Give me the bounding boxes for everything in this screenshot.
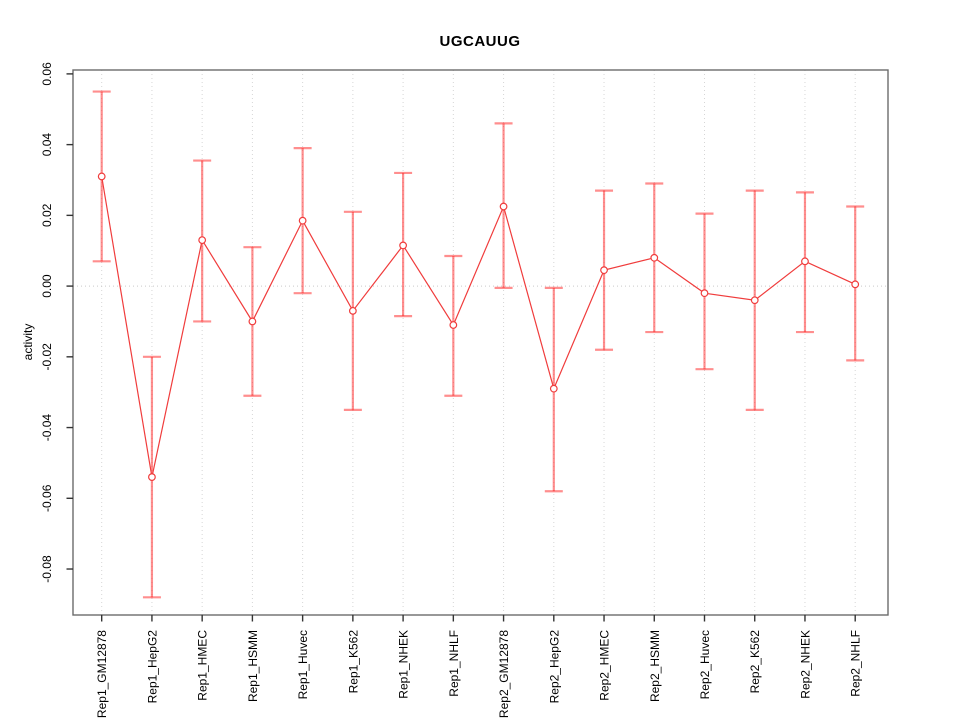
x-tick-label: Rep1_Huvec bbox=[296, 630, 310, 699]
x-tick-label: Rep2_HMEC bbox=[598, 630, 612, 701]
x-tick-label: Rep1_HepG2 bbox=[145, 630, 159, 704]
data-point bbox=[198, 236, 207, 245]
data-point bbox=[298, 216, 307, 225]
x-tick-label: Rep1_NHLF bbox=[447, 630, 461, 697]
data-point bbox=[449, 321, 458, 329]
data-point bbox=[499, 202, 508, 211]
data-point bbox=[148, 473, 156, 481]
y-tick-label: -0.06 bbox=[40, 484, 54, 512]
plot-box bbox=[72, 69, 889, 616]
x-tick-label: Rep1_K562 bbox=[346, 630, 360, 694]
data-point bbox=[801, 257, 809, 266]
y-tick-label: 0.06 bbox=[40, 62, 54, 86]
y-tick-label: -0.04 bbox=[40, 414, 54, 442]
x-tick-label: Rep1_HSMM bbox=[246, 630, 260, 702]
series-line bbox=[101, 176, 856, 478]
x-tick-label: Rep1_NHEK bbox=[397, 630, 411, 699]
data-point bbox=[248, 317, 257, 326]
x-tick-label: Rep2_NHEK bbox=[798, 630, 812, 699]
chart-title: UGCAUUG bbox=[439, 33, 521, 50]
data-point bbox=[650, 253, 659, 262]
y-tick-label: -0.08 bbox=[40, 555, 54, 583]
x-tick-label: Rep2_GM12878 bbox=[497, 630, 511, 718]
x-tick-label: Rep2_K562 bbox=[748, 630, 762, 694]
y-tick-label: 0.02 bbox=[40, 203, 54, 227]
x-tick-label: Rep2_HepG2 bbox=[547, 630, 561, 704]
data-point bbox=[348, 306, 357, 315]
x-tick-label: Rep2_NHLF bbox=[849, 630, 863, 697]
y-tick-label: 0.00 bbox=[40, 274, 54, 298]
x-tick-label: Rep1_HMEC bbox=[196, 630, 210, 701]
data-point bbox=[399, 241, 408, 250]
data-point bbox=[700, 289, 709, 298]
y-tick-label: -0.02 bbox=[40, 343, 54, 371]
data-point bbox=[851, 280, 860, 289]
data-point bbox=[549, 384, 558, 393]
x-tick-label: Rep2_HSMM bbox=[648, 630, 662, 702]
x-tick-label: Rep1_GM12878 bbox=[95, 630, 109, 718]
y-tick-label: 0.04 bbox=[40, 133, 54, 157]
x-tick-label: Rep2_Huvec bbox=[698, 630, 712, 699]
data-point bbox=[750, 296, 759, 305]
data-point bbox=[600, 266, 608, 275]
data-point bbox=[97, 172, 106, 181]
